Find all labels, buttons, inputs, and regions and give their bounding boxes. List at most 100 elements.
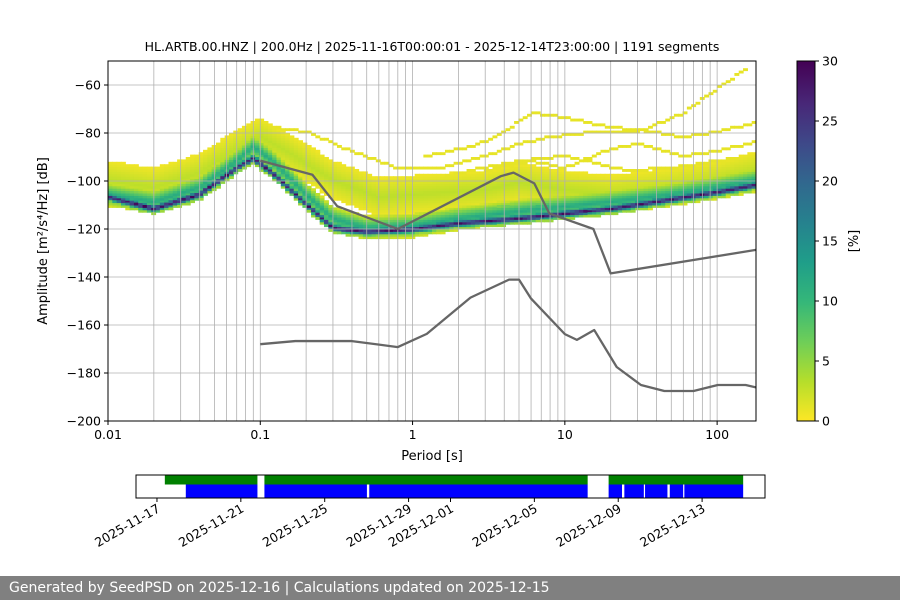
psd-cell [695, 176, 701, 180]
psd-cell [630, 183, 636, 187]
psd-cell [272, 169, 278, 172]
psd-cell [518, 190, 524, 194]
psd-cell [164, 183, 170, 187]
psd-cell [285, 161, 291, 165]
psd-cell [626, 176, 632, 180]
psd-cell [315, 207, 321, 211]
psd-cell [138, 202, 144, 206]
psd-cell [120, 161, 126, 165]
psd-cell [483, 205, 489, 208]
psd-cell [505, 169, 511, 172]
psd-cell [237, 166, 243, 170]
psd-cell [617, 181, 623, 184]
psd-cell [475, 195, 481, 199]
psd-cell [574, 207, 580, 211]
psd-cell [686, 195, 692, 199]
psd-cell [116, 185, 122, 189]
psd-cell [630, 193, 636, 196]
psd-cell [440, 197, 446, 201]
psd-cell [432, 152, 437, 156]
psd-cell [738, 154, 744, 158]
psd-cell [280, 130, 286, 134]
psd-cell [721, 128, 727, 132]
psd-cell [246, 157, 252, 160]
psd-cell [168, 188, 174, 192]
psd-cell [315, 214, 321, 218]
psd-cell [548, 217, 554, 220]
psd-cell [652, 130, 658, 134]
psd-cell [462, 205, 468, 208]
psd-cell [311, 159, 316, 163]
psd-cell [177, 169, 183, 172]
psd-cell [349, 212, 355, 216]
psd-cell [496, 202, 502, 206]
psd-cell [423, 214, 429, 218]
psd-cell [324, 185, 329, 189]
psd-cell [354, 183, 360, 187]
psd-cell [457, 212, 463, 216]
psd-cell [276, 145, 282, 148]
psd-cell [164, 176, 170, 180]
psd-cell [436, 178, 442, 182]
psd-cell [639, 193, 645, 196]
psd-cell [652, 173, 658, 177]
psd-cell [669, 200, 675, 204]
psd-cell [648, 171, 653, 175]
psd-cell [393, 207, 399, 211]
psd-cell [440, 200, 446, 204]
psd-cell [155, 173, 161, 177]
psd-cell [146, 171, 152, 175]
psd-cell [319, 195, 325, 199]
psd-cell [669, 178, 675, 182]
psd-cell [544, 181, 550, 184]
psd-cell [172, 188, 178, 192]
psd-cell [643, 197, 649, 201]
psd-cell [311, 209, 316, 213]
psd-cell [613, 212, 619, 216]
psd-cell [578, 193, 584, 196]
psd-cell [362, 178, 368, 182]
psd-cell [203, 181, 208, 184]
psd-cell [228, 159, 234, 163]
psd-cell [155, 195, 161, 199]
psd-cell [414, 197, 420, 201]
psd-cell [155, 190, 161, 194]
psd-cell [155, 197, 161, 201]
psd-cell [609, 195, 615, 199]
psd-cell [328, 176, 334, 180]
psd-cell [669, 188, 675, 192]
psd-cell [345, 221, 351, 225]
psd-cell [479, 224, 485, 228]
psd-cell [639, 195, 645, 199]
psd-cell [591, 181, 597, 184]
psd-cell [112, 200, 118, 204]
psd-cell [712, 159, 718, 163]
psd-cell [116, 190, 122, 194]
psd-cell [548, 157, 554, 160]
psd-cell [656, 169, 662, 172]
y-axis-ticks: −200−180−160−140−120−100−80−60 [67, 78, 108, 429]
psd-cell [380, 183, 386, 187]
psd-cell [393, 193, 399, 196]
psd-cell [470, 145, 476, 148]
psd-cell [470, 200, 476, 204]
psd-cell [138, 188, 144, 192]
psd-cell [108, 181, 113, 184]
psd-cell [436, 224, 442, 228]
psd-cell [505, 200, 511, 204]
psd-cell [108, 193, 113, 196]
psd-cell [388, 236, 394, 240]
psd-cell [470, 207, 476, 211]
psd-cell [527, 188, 532, 192]
psd-cell [401, 183, 407, 187]
psd-cell [393, 209, 399, 213]
psd-cell [375, 190, 381, 194]
psd-cell [207, 157, 213, 160]
psd-cell [596, 209, 602, 213]
psd-cell [155, 183, 161, 187]
psd-cell [708, 197, 714, 201]
psd-cell [470, 190, 476, 194]
psd-cell [514, 176, 519, 180]
psd-cell [384, 183, 390, 187]
psd-cell [164, 193, 170, 196]
